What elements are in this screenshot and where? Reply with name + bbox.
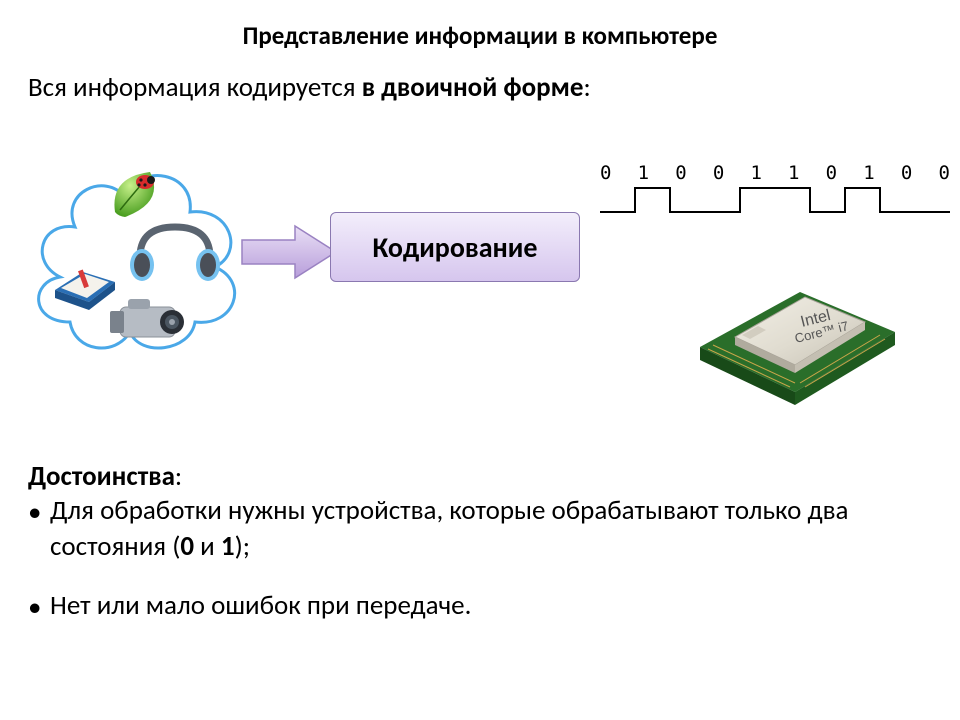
adv1-post: ); [235, 530, 250, 563]
advantages-heading-text: Достоинства [28, 460, 175, 493]
bit: 1 [638, 162, 649, 184]
adv1-b1: 0 [180, 530, 194, 563]
arrow-icon [240, 222, 340, 282]
adv1-mid: и [194, 530, 221, 563]
bit: 0 [938, 162, 949, 184]
advantages-heading: Достоинства: [28, 460, 928, 493]
bit: 1 [750, 162, 761, 184]
advantage-item: Нет или мало ошибок при передаче. [28, 588, 928, 624]
slide-subtitle: Вся информация кодируется в двоичной фор… [0, 51, 960, 104]
bit: 0 [600, 162, 611, 184]
bit: 0 [713, 162, 724, 184]
bit: 1 [788, 162, 799, 184]
advantage-item: Для обработки нужны устройства, которые … [28, 493, 928, 566]
diagram-area: Кодирование 0 1 0 0 1 1 0 1 0 0 [0, 122, 960, 402]
bit: 0 [826, 162, 837, 184]
bit: 1 [863, 162, 874, 184]
media-cloud [20, 142, 250, 362]
bit: 0 [901, 162, 912, 184]
encoding-label: Кодирование [372, 230, 537, 265]
subtitle-suffix: : [583, 71, 590, 104]
subtitle-bold: в двоичной форме [362, 71, 584, 104]
adv2-text: Нет или мало ошибок при передаче. [50, 589, 471, 622]
advantages-heading-suffix: : [175, 460, 182, 493]
cpu-chip: Intel Core™ i7 [680, 237, 910, 417]
square-wave [600, 184, 950, 214]
adv1-pre: Для обработки нужны устройства, которые … [50, 494, 848, 563]
adv1-b2: 1 [221, 530, 235, 563]
advantages-section: Достоинства: Для обработки нужны устройс… [28, 460, 928, 646]
binary-digits: 0 1 0 0 1 1 0 1 0 0 [600, 162, 950, 184]
subtitle-prefix: Вся информация кодируется [28, 71, 362, 104]
encoding-box: Кодирование [330, 212, 580, 282]
bit: 0 [675, 162, 686, 184]
binary-output: 0 1 0 0 1 1 0 1 0 0 [600, 162, 950, 222]
slide-title: Представление информации в компьютере [0, 0, 960, 51]
